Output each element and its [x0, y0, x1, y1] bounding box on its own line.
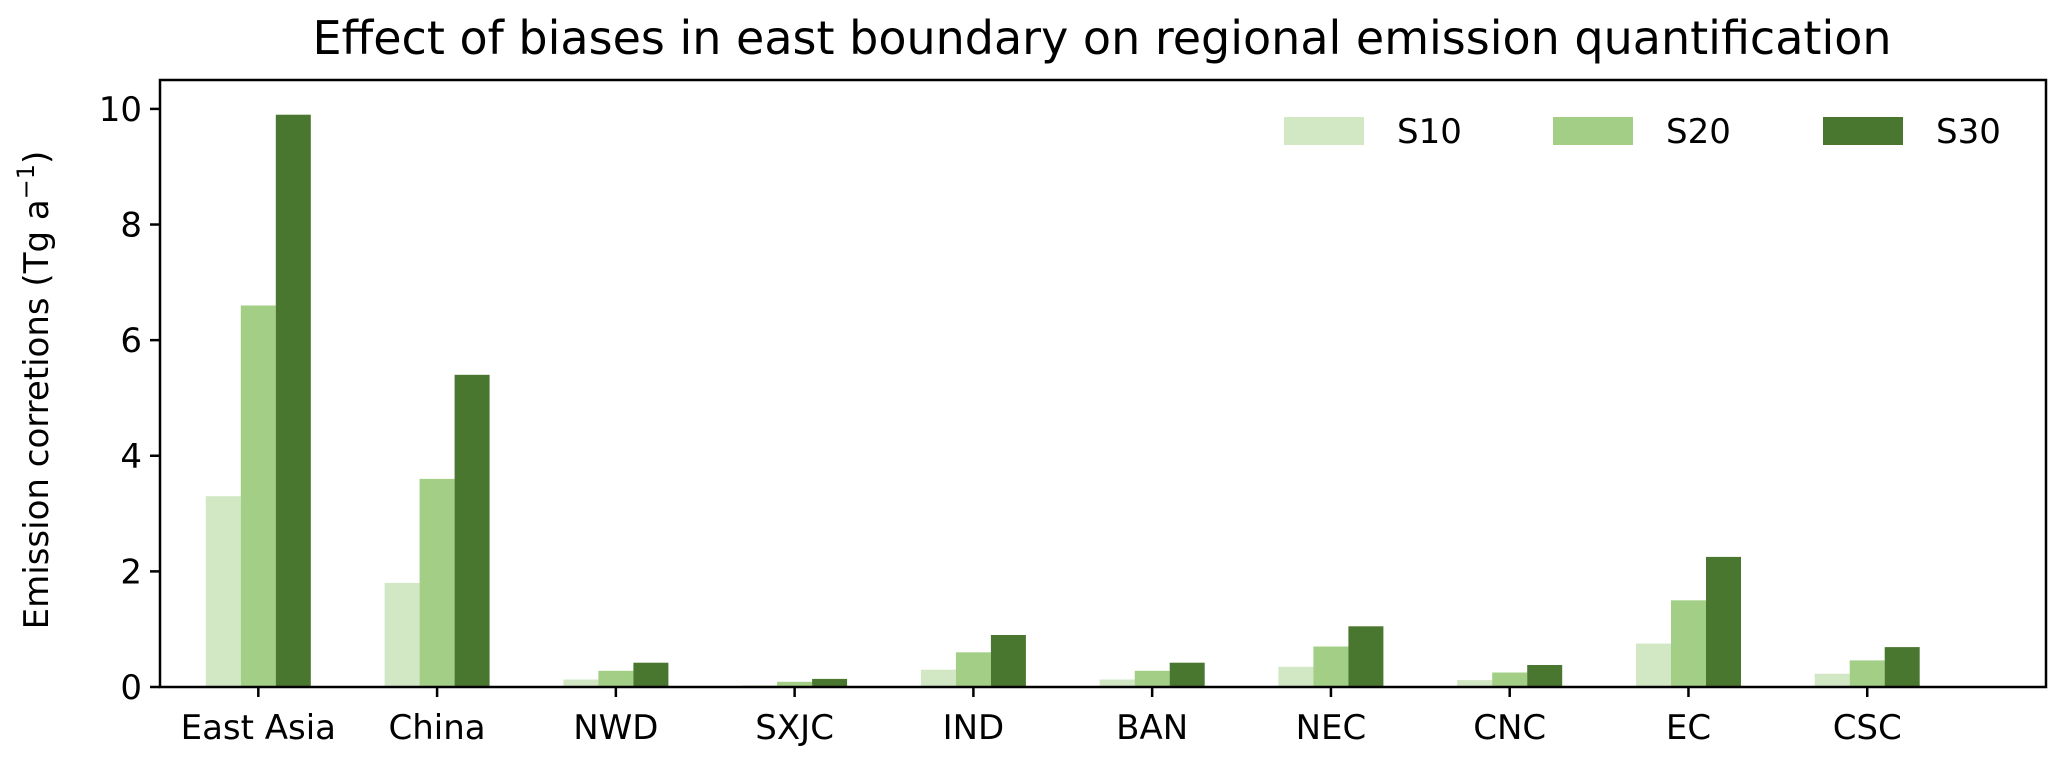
- bar-s20-ban: [1134, 670, 1170, 687]
- y-tick-label: 6: [120, 321, 142, 361]
- bar-s30-ec: [1706, 556, 1741, 687]
- bar-s10-csc: [1814, 673, 1850, 687]
- legend-label-s20: S20: [1666, 112, 1731, 152]
- y-tick-label: 4: [120, 437, 142, 477]
- x-tick-label: EC: [1666, 708, 1711, 748]
- bar-s30-ind: [990, 635, 1026, 687]
- bar-s30-sxjc: [812, 678, 848, 687]
- x-tick-label: BAN: [1116, 708, 1188, 748]
- x-tick-label: East Asia: [181, 708, 336, 748]
- bar-s20-china: [419, 478, 455, 687]
- bar-s10-ban: [1099, 679, 1135, 687]
- bar-s30-csc: [1884, 647, 1920, 687]
- bar-s30-ban: [1169, 662, 1205, 687]
- y-axis-ticks: 0 2 4 6 8 10: [99, 90, 160, 708]
- bar-s20-east-asia: [240, 305, 276, 687]
- bar-s10-china: [384, 582, 420, 687]
- bar-s10-cnc: [1457, 680, 1493, 687]
- y-axis-label-text: Emission corretions (Tg a: [17, 199, 57, 629]
- x-tick-label: CSC: [1833, 708, 1902, 748]
- y-tick-label: 2: [120, 552, 142, 592]
- bar-s20-nwd: [598, 670, 634, 687]
- y-axis-label: Emission corretions (Tg a−1): [12, 151, 57, 630]
- plot-frame: [158, 78, 2048, 689]
- bars: [205, 114, 1920, 687]
- bar-s20-csc: [1849, 660, 1885, 687]
- bar-s10-ind: [920, 669, 956, 687]
- bar-s10-nec: [1278, 666, 1314, 687]
- bar-s30-east-asia: [275, 114, 311, 687]
- bar-s20-ec: [1671, 600, 1706, 687]
- y-axis-label-superscript: −1: [12, 164, 40, 199]
- x-tick-label: China: [389, 708, 486, 748]
- bar-s10-ec: [1636, 643, 1671, 687]
- bar-s20-cnc: [1492, 672, 1528, 687]
- x-tick-label: CNC: [1473, 708, 1546, 748]
- y-axis-label-suffix: ): [17, 151, 57, 164]
- y-tick-label: 10: [99, 90, 142, 130]
- chart-title: Effect of biases in east boundary on reg…: [312, 11, 1891, 65]
- y-tick-label: 0: [120, 668, 142, 708]
- x-tick-label: NWD: [573, 708, 658, 748]
- bar-s30-china: [454, 374, 490, 687]
- bar-s20-sxjc: [777, 681, 813, 687]
- legend: S10 S20 S30: [1284, 112, 2001, 152]
- bar-s10-east-asia: [205, 496, 241, 687]
- x-tick-label: SXJC: [755, 708, 834, 748]
- y-tick-label: 8: [120, 206, 142, 246]
- legend-swatch-s30: [1823, 117, 1903, 145]
- bar-s30-nwd: [633, 662, 669, 687]
- x-tick-label: NEC: [1296, 708, 1367, 748]
- legend-label-s30: S30: [1936, 112, 2001, 152]
- bar-s10-nwd: [563, 679, 599, 687]
- bar-s30-nec: [1348, 626, 1384, 687]
- legend-label-s10: S10: [1397, 112, 1462, 152]
- x-tick-label: IND: [943, 708, 1005, 748]
- legend-swatch-s20: [1553, 117, 1633, 145]
- bar-s20-ind: [955, 652, 991, 687]
- bar-s30-cnc: [1527, 665, 1563, 687]
- legend-swatch-s10: [1284, 117, 1364, 145]
- bar-s20-nec: [1313, 646, 1349, 687]
- x-axis-ticks: East Asia China NWD SXJC IND BAN NEC CNC EC CSC: [181, 687, 1902, 748]
